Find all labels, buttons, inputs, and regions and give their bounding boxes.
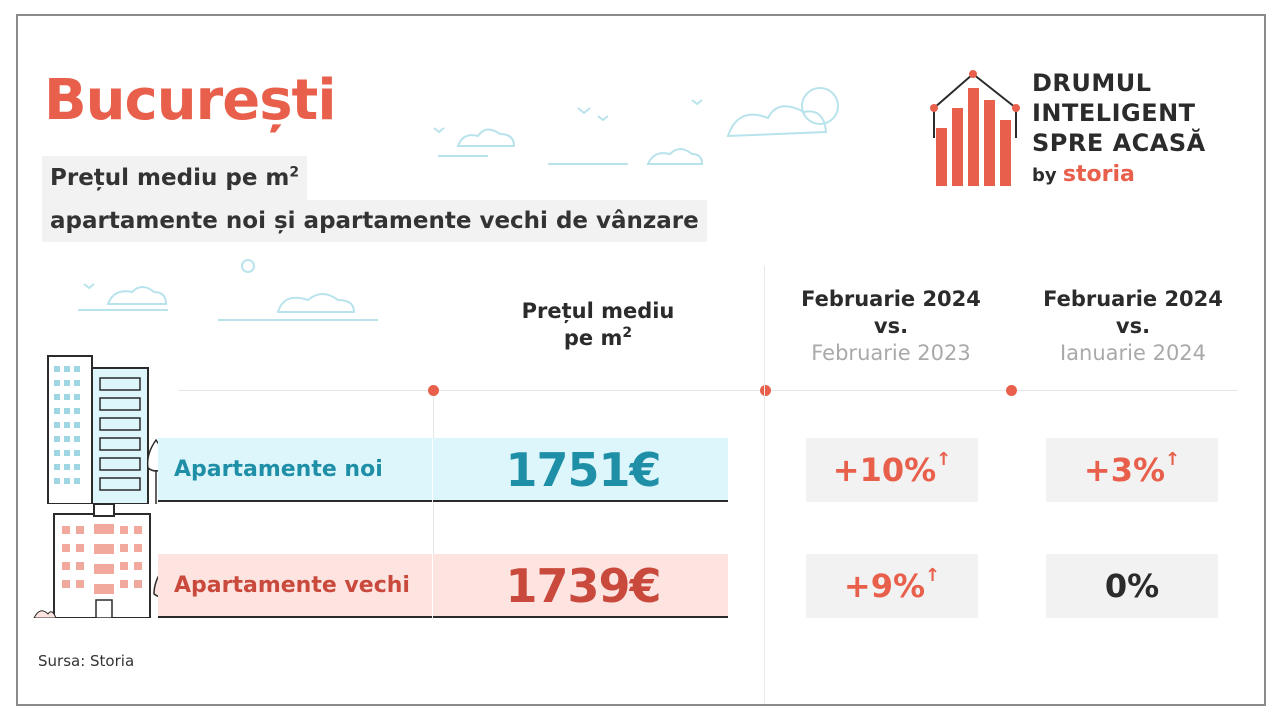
price-old: 1739€ <box>505 559 661 613</box>
column-header-price-sup: 2 <box>622 325 633 341</box>
mom-value-new: +3% <box>1083 451 1166 489</box>
column-header-price-unit: pe m <box>563 326 623 350</box>
price-new: 1751€ <box>505 443 661 497</box>
column-header-mom-line-2: vs. <box>1115 314 1151 338</box>
column-header-yoy-line-2: vs. <box>873 314 909 338</box>
table-row: Apartamente vechi 1739€ <box>158 554 728 618</box>
divider-dot <box>1006 385 1017 396</box>
logo-line-2: INTELIGENT <box>1032 99 1196 127</box>
column-header-mom: Februarie 2024 vs. Ianuarie 2024 <box>1028 286 1238 367</box>
column-header-price: Prețul mediu pe m2 <box>478 298 718 352</box>
column-header-yoy-line-3: Februarie 2023 <box>811 341 971 365</box>
page-title: București <box>44 68 337 133</box>
arrow-up-icon: ↑ <box>936 449 952 470</box>
cloud-icon <box>433 87 839 165</box>
row-label-new: Apartamente noi <box>174 457 383 482</box>
row-label-old: Apartamente vechi <box>174 573 410 598</box>
arrow-up-icon: ↑ <box>925 565 941 586</box>
logo-by-line: by storia <box>1032 162 1206 187</box>
old-building-icon <box>33 503 171 618</box>
brand-logo: DRUMUL INTELIGENT SPRE ACASĂ by storia <box>928 68 1228 198</box>
logo-bars-icon <box>930 70 1020 186</box>
mom-value-old: 0% <box>1104 567 1160 605</box>
divider-dot <box>428 385 439 396</box>
subtitle-text: Prețul mediu pe m <box>50 165 290 191</box>
column-header-mom-line-3: Ianuarie 2024 <box>1059 341 1207 365</box>
mom-change-new: +3%↑ <box>1046 438 1218 502</box>
column-header-price-line-2: pe m2 <box>478 325 718 352</box>
row-separator <box>432 554 433 618</box>
yoy-value-old: +9% <box>843 567 926 605</box>
arrow-up-icon: ↑ <box>1165 449 1181 470</box>
column-header-price-line-1: Prețul mediu <box>521 299 675 323</box>
cloud-icon <box>78 259 378 321</box>
subtitle-line-2: apartamente noi și apartamente vechi de … <box>42 200 707 242</box>
infographic-frame: București Prețul mediu pe m2 apartamente… <box>16 14 1266 706</box>
column-divider <box>764 266 765 704</box>
yoy-change-old: +9%↑ <box>806 554 978 618</box>
subtitle-superscript: 2 <box>289 164 300 181</box>
row-separator <box>432 438 433 502</box>
column-header-yoy: Februarie 2024 vs. Februarie 2023 <box>786 286 996 367</box>
logo-line-3: SPRE ACASĂ <box>1032 129 1206 157</box>
table-row: Apartamente noi 1751€ <box>158 438 728 502</box>
logo-brand-name: storia <box>1062 162 1135 187</box>
mom-change-old: 0% <box>1046 554 1218 618</box>
logo-wordmark: DRUMUL INTELIGENT SPRE ACASĂ by storia <box>1032 68 1206 187</box>
column-header-mom-line-1: Februarie 2024 <box>1043 287 1223 311</box>
logo-by-text: by <box>1032 165 1057 186</box>
yoy-value-new: +10% <box>832 451 937 489</box>
yoy-change-new: +10%↑ <box>806 438 978 502</box>
column-header-yoy-line-1: Februarie 2024 <box>801 287 981 311</box>
subtitle-line-1: Prețul mediu pe m2 <box>42 156 308 200</box>
header-divider <box>178 390 1238 391</box>
logo-line-1: DRUMUL <box>1032 69 1152 97</box>
divider-dot <box>760 385 771 396</box>
new-building-icon <box>47 355 166 504</box>
source-note: Sursa: Storia <box>38 652 135 670</box>
